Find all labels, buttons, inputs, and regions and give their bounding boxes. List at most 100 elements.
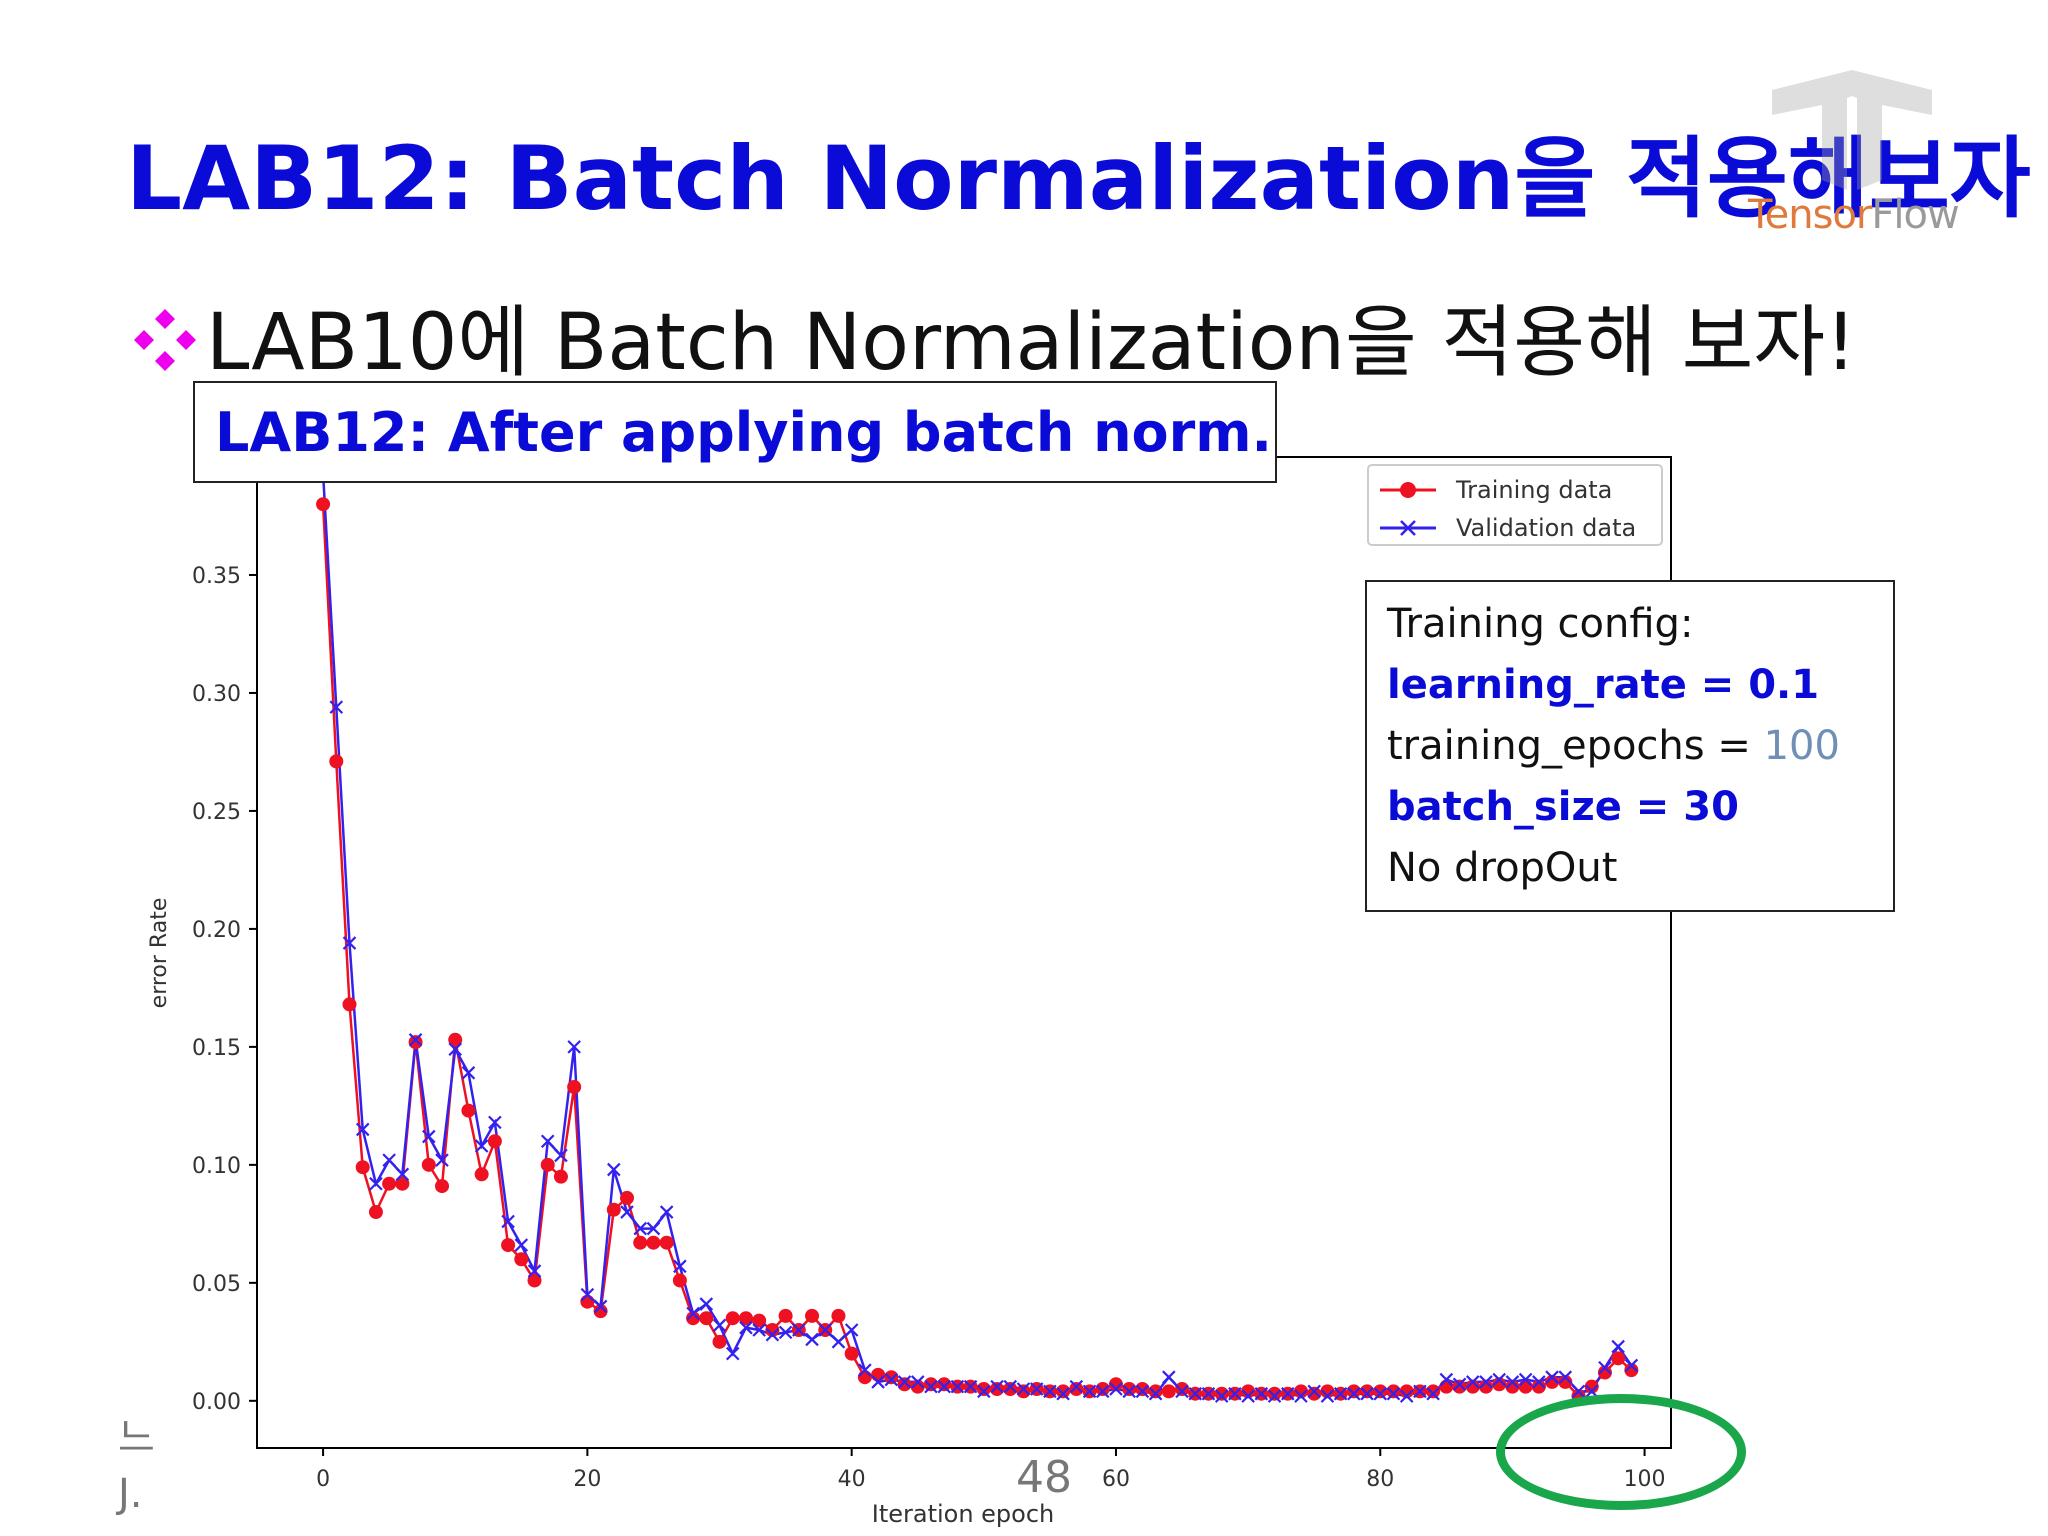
validation-point <box>1571 1384 1586 1399</box>
validation-point <box>514 1238 529 1252</box>
config-training-epochs: training_epochs = 100 <box>1387 716 1893 777</box>
y-tick-label: 0.10 <box>192 1154 241 1179</box>
validation-point <box>1148 1386 1163 1401</box>
validation-point <box>990 1379 1004 1394</box>
validation-point <box>1135 1384 1150 1399</box>
validation-point <box>1320 1389 1335 1403</box>
training-point <box>329 754 344 769</box>
validation-point <box>1611 1339 1625 1354</box>
validation-point <box>1162 1370 1176 1384</box>
training-point <box>897 1377 912 1392</box>
validation-point <box>1294 1389 1308 1403</box>
training-point <box>1069 1382 1084 1397</box>
validation-point <box>488 1115 502 1130</box>
validation-point <box>858 1363 872 1377</box>
validation-point <box>805 1332 819 1347</box>
validation-point <box>1122 1384 1136 1399</box>
training-point <box>805 1308 820 1323</box>
training-point <box>1175 1382 1190 1397</box>
left-fragment-1: 느 <box>118 1415 155 1461</box>
legend-label-validation: Validation data <box>1456 514 1636 542</box>
config-heading: Training config: <box>1387 601 1694 647</box>
legend-label-training: Training data <box>1455 476 1612 504</box>
config-dropout: No dropOut <box>1387 845 1618 891</box>
validation-point <box>1228 1386 1242 1401</box>
highlight-circle <box>1496 1394 1746 1510</box>
training-point <box>540 1157 555 1172</box>
validation-point <box>937 1379 951 1394</box>
validation-point <box>593 1299 608 1314</box>
validation-point <box>1003 1379 1018 1394</box>
training-point <box>659 1235 674 1250</box>
tensorflow-logo-icon <box>1772 70 1932 190</box>
training-point <box>1624 1363 1639 1378</box>
training-point <box>448 1032 463 1047</box>
validation-point <box>1413 1384 1427 1399</box>
training-point <box>606 1202 621 1217</box>
after-batch-norm-label: LAB12: After applying batch norm. <box>193 381 1277 483</box>
training-point <box>1611 1351 1626 1366</box>
training-point <box>1439 1379 1454 1394</box>
legend-marker-training <box>1400 482 1416 498</box>
validation-point <box>1307 1384 1321 1399</box>
validation-point <box>1347 1386 1361 1401</box>
training-point <box>1426 1384 1441 1399</box>
training-point <box>1135 1382 1150 1397</box>
validation-point <box>884 1372 899 1387</box>
legend: Training data Validation data <box>1367 464 1663 546</box>
validation-point <box>765 1327 780 1342</box>
training-point <box>316 497 331 512</box>
validation-point <box>739 1320 753 1335</box>
bullet-line: LAB10에 Batch Normalization을 적용해 보자! <box>130 280 1856 392</box>
validation-point <box>924 1379 938 1394</box>
validation-point <box>342 936 357 950</box>
y-tick-label: 0.05 <box>192 1272 241 1297</box>
training-point <box>527 1273 542 1288</box>
validation-point <box>1386 1386 1401 1401</box>
page-number: 48 <box>1016 1452 1072 1503</box>
validation-point <box>1043 1384 1057 1399</box>
training-point <box>765 1323 780 1338</box>
bullet-text: LAB10에 Batch Normalization을 적용해 보자! <box>206 298 1857 388</box>
validation-point <box>1466 1375 1480 1389</box>
training-point <box>633 1235 648 1250</box>
training-point <box>1307 1386 1322 1401</box>
training-point <box>910 1379 925 1394</box>
training-point <box>1505 1379 1520 1394</box>
validation-point <box>395 1167 410 1182</box>
training-point <box>871 1367 886 1382</box>
x-tick-label: 60 <box>1102 1467 1130 1492</box>
validation-point <box>1492 1372 1506 1387</box>
training-point <box>990 1382 1005 1397</box>
y-tick-label: 0.35 <box>192 564 241 589</box>
training-point <box>1095 1382 1110 1397</box>
logo-text-flow: Flow <box>1871 192 1959 238</box>
training-point <box>1360 1384 1375 1399</box>
validation-point <box>1241 1389 1255 1403</box>
slide-title: LAB12: Batch Normalization을 적용해보자 <box>126 127 2031 230</box>
validation-point <box>422 1129 436 1144</box>
training-point <box>1016 1384 1031 1399</box>
validation-point <box>1280 1386 1295 1401</box>
validation-point <box>1518 1372 1533 1387</box>
training-point <box>672 1273 687 1288</box>
validation-point <box>461 1066 476 1080</box>
training-point <box>1373 1384 1388 1399</box>
training-point <box>1597 1365 1612 1380</box>
validation-point <box>1479 1375 1493 1389</box>
training-point <box>712 1334 727 1349</box>
training-point <box>752 1313 767 1328</box>
training-point <box>738 1311 753 1326</box>
validation-point <box>1095 1384 1110 1399</box>
training-point <box>1452 1379 1467 1394</box>
training-config-box: Training config: learning_rate = 0.1 tra… <box>1365 580 1895 912</box>
validation-point <box>818 1323 833 1337</box>
training-point <box>1386 1384 1401 1399</box>
validation-point <box>1056 1386 1070 1401</box>
training-point <box>368 1205 383 1220</box>
validation-point <box>554 1148 568 1163</box>
validation-point <box>1214 1389 1229 1403</box>
validation-point <box>1532 1375 1546 1389</box>
training-point <box>1346 1384 1361 1399</box>
validation-point <box>831 1335 846 1349</box>
